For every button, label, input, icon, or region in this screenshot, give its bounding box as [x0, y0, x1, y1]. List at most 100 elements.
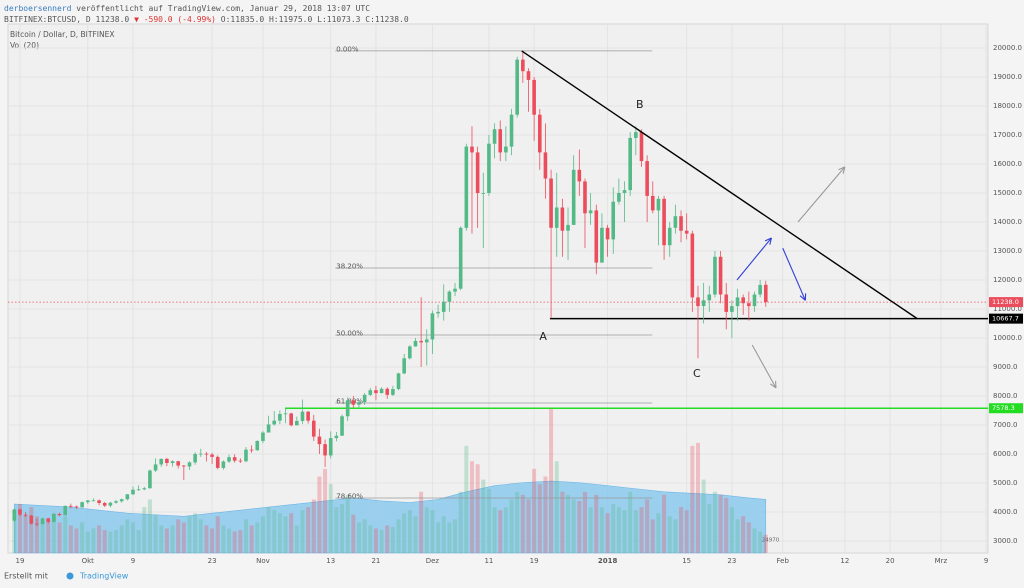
candle-body: [764, 285, 768, 302]
candle-body: [741, 297, 745, 303]
candle-body: [414, 341, 418, 347]
volume-bar: [673, 519, 677, 553]
candle-body: [193, 454, 197, 462]
volume-bar: [193, 513, 197, 553]
volume-bar: [413, 516, 417, 553]
candle-body: [97, 500, 101, 503]
candle-body: [205, 454, 209, 455]
volume-bar: [719, 495, 723, 553]
candle-body: [301, 412, 305, 421]
volume-bar: [250, 525, 254, 553]
candle-body: [176, 461, 180, 465]
candle-body: [470, 147, 474, 153]
volume-bar: [244, 519, 248, 553]
candle-body: [380, 389, 384, 393]
volume-bar: [447, 522, 451, 553]
x-tick-label: Mrz: [935, 557, 948, 565]
volume-bar: [171, 525, 175, 553]
candle-body: [736, 297, 740, 306]
volume-bar: [204, 525, 208, 553]
volume-bar: [80, 522, 84, 553]
volume-bar: [668, 516, 672, 553]
candle-body: [662, 199, 666, 245]
candle-body: [487, 144, 491, 193]
volume-bar: [346, 495, 350, 553]
candle-body: [634, 132, 638, 138]
candle-body: [730, 306, 734, 312]
volume-bar: [374, 529, 378, 553]
candle-body: [368, 390, 372, 395]
x-tick-label: 19: [530, 557, 539, 565]
publisher[interactable]: derboersennerd: [4, 4, 72, 13]
x-tick-label: 19: [16, 557, 25, 565]
volume-bar: [436, 522, 440, 553]
candle-body: [216, 457, 220, 468]
candle-body: [58, 514, 62, 515]
x-tick-label: 11: [484, 557, 493, 565]
volume-bar: [730, 507, 734, 553]
volume-bar: [58, 522, 62, 553]
volume-bar: [476, 464, 480, 553]
candle-body: [510, 115, 514, 147]
volume-bar: [566, 495, 570, 553]
volume-bar: [702, 480, 706, 553]
candle-body: [476, 152, 480, 193]
volume-bar: [120, 525, 124, 553]
volume-bar: [340, 504, 344, 553]
candle-body: [165, 459, 169, 463]
volume-bar: [357, 522, 361, 553]
y-tick-label: 12000.0: [993, 276, 1022, 284]
volume-bar: [741, 516, 745, 553]
y-tick-label: 4000.0: [993, 508, 1018, 516]
y-tick-label: 8000.0: [993, 392, 1018, 400]
volume-bar: [278, 513, 282, 553]
x-tick-label: 21: [371, 557, 380, 565]
candle-body: [329, 438, 333, 455]
volume-bar: [526, 499, 530, 553]
volume-bar: [515, 492, 519, 553]
y-tick-label: 9000.0: [993, 363, 1018, 371]
annotation: B: [636, 98, 644, 111]
volume-bar: [594, 495, 598, 553]
volume-bar: [29, 507, 33, 553]
volume-bar: [125, 519, 129, 553]
candle-body: [651, 196, 655, 210]
volume-bar: [227, 529, 231, 553]
x-tick-label: 15: [682, 557, 691, 565]
x-tick-label: 12: [840, 557, 849, 565]
candle-body: [239, 461, 243, 462]
volume-bar: [69, 525, 73, 553]
volume-bar: [137, 530, 141, 553]
candle-body: [419, 341, 423, 342]
volume-bar: [498, 510, 502, 553]
volume-bar: [267, 507, 271, 553]
candle-body: [617, 193, 621, 202]
header-line: derboersennerd veröffentlicht auf Tradin…: [4, 4, 370, 13]
price-tag-label: 7578.3: [992, 404, 1015, 412]
candle-body: [555, 208, 559, 228]
candle-body: [52, 514, 56, 522]
chart-title: Bitcoin / Dollar, D, BITFINEX: [10, 30, 115, 39]
volume-bar: [148, 499, 152, 553]
candle-body: [645, 161, 649, 196]
x-tick-label: 9: [131, 557, 135, 565]
candle-body: [431, 313, 435, 339]
fib-label: 38.20%: [336, 262, 363, 270]
x-tick-label: Dez: [426, 557, 440, 565]
volume-bar: [300, 510, 304, 553]
volume-bar: [628, 492, 632, 553]
candle-body: [323, 444, 327, 455]
candle-body: [199, 454, 203, 455]
candle-body: [29, 515, 33, 523]
candle-body: [685, 231, 689, 234]
candle-body: [374, 390, 378, 393]
volume-bar: [142, 507, 146, 553]
volume-bar: [385, 525, 389, 553]
y-tick-label: 10000.0: [993, 334, 1022, 342]
volume-bar: [114, 530, 118, 553]
footer-brand[interactable]: TradingView: [79, 572, 129, 581]
volume-bar: [323, 469, 327, 553]
candle-body: [267, 424, 271, 432]
volume-bar: [532, 469, 536, 553]
x-tick-label: 23: [208, 557, 217, 565]
